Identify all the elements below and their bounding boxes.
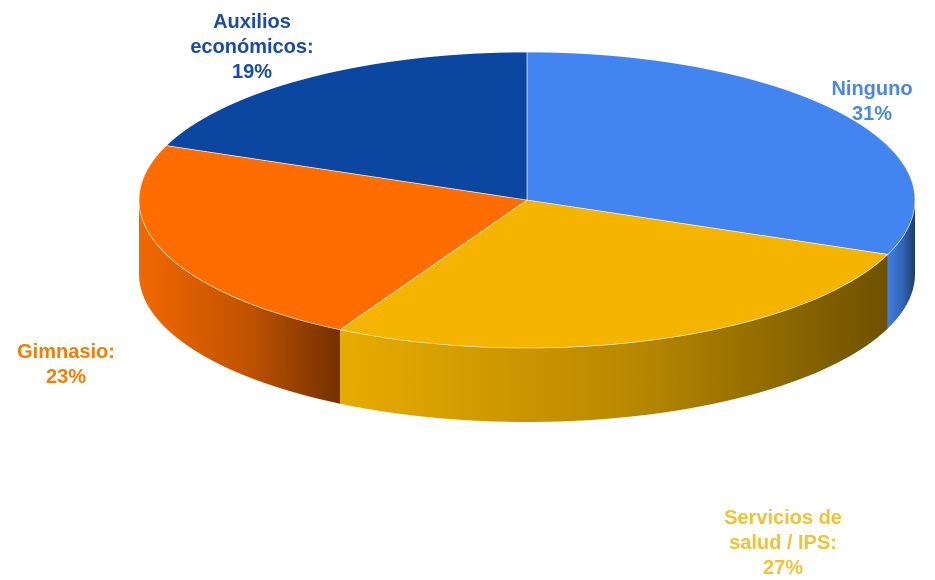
slice-label-1-line-2: 27%: [763, 557, 803, 579]
slice-top-1: [339, 199, 889, 349]
slice-top-2: [138, 145, 528, 331]
pie-tops: [138, 51, 916, 349]
slice-label-2: Gimnasio: 23%: [17, 341, 115, 388]
slice-label-3-line-0: Auxilios: [213, 11, 291, 33]
slice-label-0-line-0: Ninguno: [831, 78, 912, 100]
slice-label-3: Auxilios económicos: 19%: [190, 11, 313, 83]
slice-label-2-line-0: Gimnasio:: [17, 341, 115, 363]
slice-side-1: [340, 254, 888, 422]
slice-labels: Ninguno 31% Servicios de salud / IPS: 27% Gim…: [17, 11, 912, 579]
slice-top-3: [165, 51, 528, 201]
slice-label-2-line-1: 23%: [46, 366, 86, 388]
slice-label-3-line-2: 19%: [232, 61, 272, 83]
slice-label-3-line-1: económicos:: [190, 36, 313, 58]
slice-side-0: [887, 200, 915, 329]
slice-label-1: Servicios de salud / IPS: 27%: [724, 507, 842, 579]
slice-top-0: [526, 51, 916, 255]
slice-label-1-line-0: Servicios de: [724, 507, 842, 529]
slice-side-2: [139, 200, 341, 404]
slice-label-1-line-1: salud / IPS:: [729, 532, 837, 554]
slice-label-0: Ninguno 31%: [831, 78, 912, 125]
pie-sides: [139, 200, 915, 422]
slice-label-0-line-1: 31%: [852, 103, 892, 125]
